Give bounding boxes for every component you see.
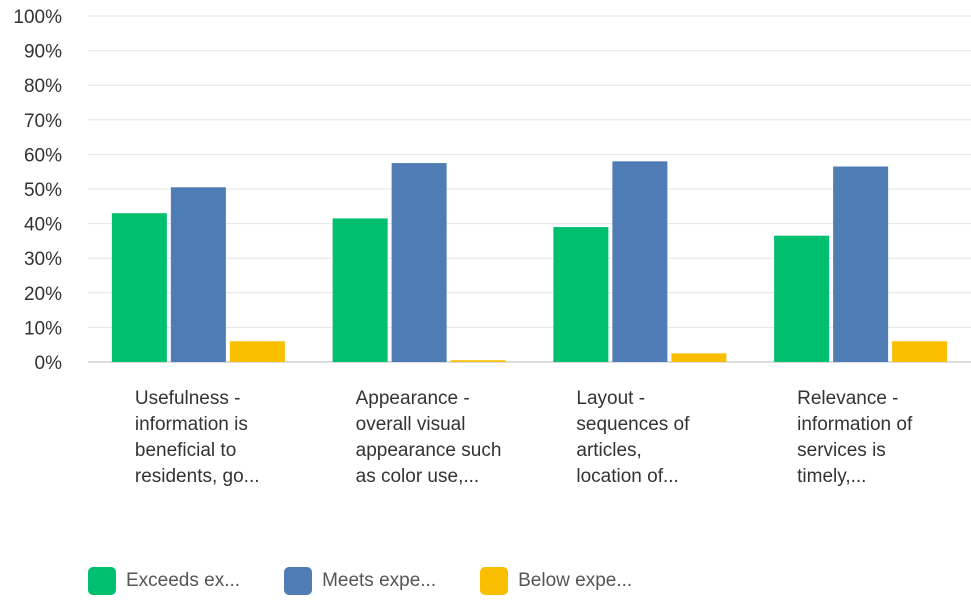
legend-label: Meets expe... [322, 570, 437, 591]
bar [450, 360, 506, 362]
x-category-label-line: Layout - [576, 388, 646, 409]
y-tick-label: 10% [24, 318, 62, 339]
x-category-label-line: timely,... [797, 466, 867, 487]
legend-label: Below expe... [518, 570, 633, 591]
x-category-label-line: beneficial to [134, 440, 237, 461]
bar [229, 341, 285, 362]
bar [671, 353, 727, 362]
y-tick-label: 30% [24, 249, 62, 270]
x-category-label-line: appearance such [355, 440, 502, 461]
bar [332, 218, 388, 362]
legend: Exceeds ex... Meets expe... Below expe... [88, 566, 676, 596]
legend-item[interactable]: Below expe... [480, 567, 632, 595]
x-category-label-line: residents, go... [134, 466, 260, 487]
x-category-label-line: overall visual [355, 414, 466, 435]
y-tick-label: 80% [24, 76, 62, 97]
x-category-label-line: Usefulness - [134, 388, 241, 409]
bar [833, 166, 889, 362]
x-category-label: Usefulness - information is beneficial to r… [135, 386, 285, 490]
y-axis-ticks: 0% 10% 20% 30% 40% 50% 60% 70% 80% 90% 100% [13, 7, 62, 374]
x-category-label-line: services is [797, 440, 886, 461]
y-tick-label: 20% [24, 284, 62, 305]
y-tick-label: 70% [24, 111, 62, 132]
bar [774, 235, 830, 362]
legend-swatch [88, 567, 116, 595]
bar [892, 341, 948, 362]
x-category-label-line: articles, [576, 440, 642, 461]
bar [553, 227, 609, 362]
y-tick-label: 60% [24, 145, 62, 166]
y-tick-label: 0% [35, 353, 63, 374]
x-category-label-line: as color use,... [355, 466, 480, 487]
gridlines [88, 15, 971, 363]
bar [111, 213, 167, 362]
x-category-label-line: information is [134, 414, 248, 435]
legend-label: Exceeds ex... [126, 570, 241, 591]
bar [612, 161, 668, 362]
bar [391, 163, 447, 362]
bar [170, 187, 226, 362]
legend-swatch [284, 567, 313, 595]
x-category-label: Relevance - information of services is time… [797, 386, 947, 490]
x-category-label-line: Appearance - [355, 388, 470, 409]
y-tick-label: 100% [13, 7, 62, 28]
legend-item[interactable]: Meets expe... [284, 567, 436, 595]
bar-chart: 0% 10% 20% 30% 40% 50% 60% 70% 80% 90% 100% [13, 7, 971, 374]
x-category-label-line: information of [797, 414, 913, 435]
y-tick-label: 40% [24, 215, 62, 236]
x-category-label: Appearance - overall visual appearance suc… [356, 386, 506, 490]
x-category-label-line: location of... [576, 466, 679, 487]
x-category-label-line: Relevance - [797, 388, 899, 409]
x-category-label-line: sequences of [576, 414, 690, 435]
x-category-label: Layout - sequences of articles, location of… [576, 386, 726, 490]
y-tick-label: 50% [24, 180, 62, 201]
bars [111, 161, 948, 362]
legend-swatch [480, 567, 509, 595]
legend-item[interactable]: Exceeds ex... [88, 567, 240, 595]
y-tick-label: 90% [24, 42, 62, 63]
